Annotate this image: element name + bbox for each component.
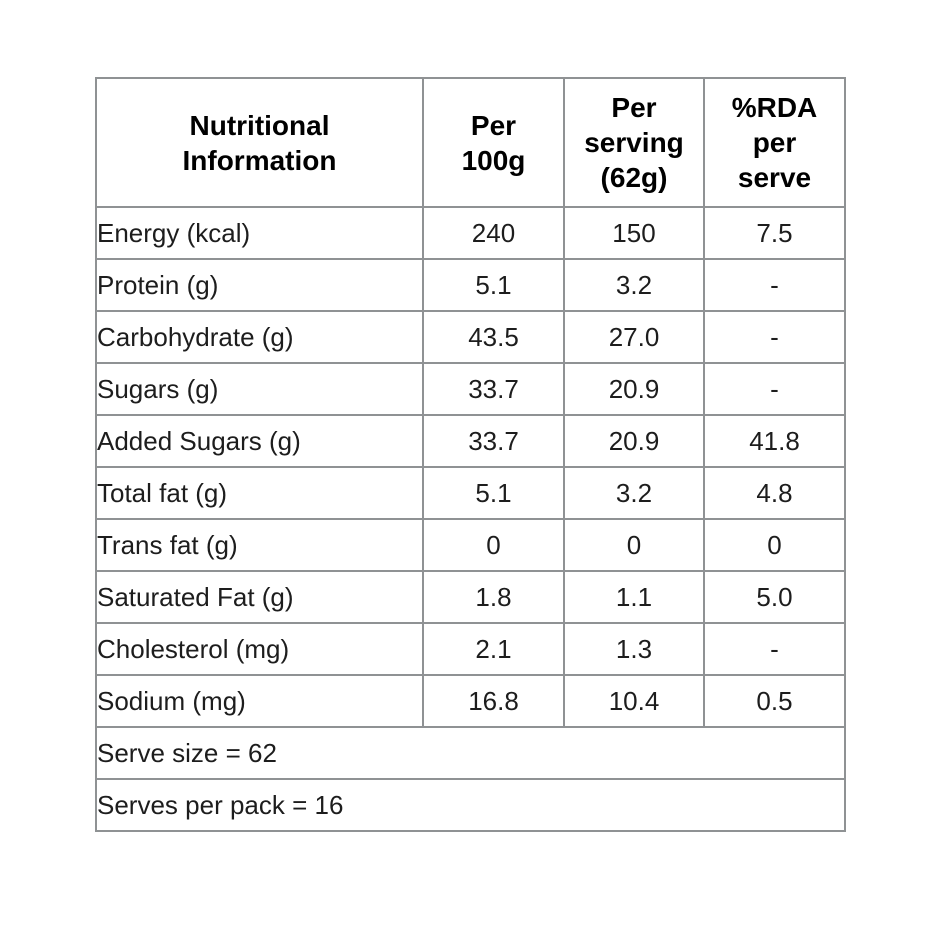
table-row-energy: Energy (kcal) 240 150 7.5 (95, 206, 846, 260)
table-row-saturated-fat: Saturated Fat (g) 1.8 1.1 5.0 (95, 570, 846, 624)
row-label: Sodium (mg) (95, 674, 424, 728)
row-label: Trans fat (g) (95, 518, 424, 572)
value-per-100g: 5.1 (422, 466, 565, 520)
value-rda-per-serve: 5.0 (703, 570, 846, 624)
row-label: Cholesterol (mg) (95, 622, 424, 676)
value-per-serving: 20.9 (563, 414, 705, 468)
header-per-serving: Per serving (62g) (563, 77, 705, 208)
value-rda-per-serve: 0.5 (703, 674, 846, 728)
value-per-serving: 1.1 (563, 570, 705, 624)
value-per-100g: 33.7 (422, 414, 565, 468)
value-rda-per-serve: 41.8 (703, 414, 846, 468)
value-per-100g: 5.1 (422, 258, 565, 312)
header-row: Nutritional Information Per 100g Per ser… (95, 77, 846, 208)
row-label: Energy (kcal) (95, 206, 424, 260)
value-per-serving: 27.0 (563, 310, 705, 364)
header-rda-per-serve: %RDA per serve (703, 77, 846, 208)
table-row-total-fat: Total fat (g) 5.1 3.2 4.8 (95, 466, 846, 520)
value-rda-per-serve: 0 (703, 518, 846, 572)
serves-per-pack-text: Serves per pack = 16 (95, 778, 846, 832)
value-per-100g: 43.5 (422, 310, 565, 364)
row-label: Protein (g) (95, 258, 424, 312)
table-row-trans-fat: Trans fat (g) 0 0 0 (95, 518, 846, 572)
table-row-sugars: Sugars (g) 33.7 20.9 - (95, 362, 846, 416)
footer-row-serves-per-pack: Serves per pack = 16 (95, 778, 846, 832)
value-per-100g: 2.1 (422, 622, 565, 676)
table-row-cholesterol: Cholesterol (mg) 2.1 1.3 - (95, 622, 846, 676)
row-label: Sugars (g) (95, 362, 424, 416)
table-row-sodium: Sodium (mg) 16.8 10.4 0.5 (95, 674, 846, 728)
row-label: Added Sugars (g) (95, 414, 424, 468)
row-label: Carbohydrate (g) (95, 310, 424, 364)
value-per-serving: 150 (563, 206, 705, 260)
value-rda-per-serve: - (703, 258, 846, 312)
nutrition-table-container: Nutritional Information Per 100g Per ser… (95, 77, 846, 832)
table-row-added-sugars: Added Sugars (g) 33.7 20.9 41.8 (95, 414, 846, 468)
serve-size-text: Serve size = 62 (95, 726, 846, 780)
header-per-100g: Per 100g (422, 77, 565, 208)
value-per-100g: 16.8 (422, 674, 565, 728)
value-rda-per-serve: 4.8 (703, 466, 846, 520)
table-row-carbohydrate: Carbohydrate (g) 43.5 27.0 - (95, 310, 846, 364)
value-per-serving: 3.2 (563, 258, 705, 312)
value-rda-per-serve: - (703, 622, 846, 676)
value-per-serving: 1.3 (563, 622, 705, 676)
value-per-100g: 240 (422, 206, 565, 260)
value-per-100g: 1.8 (422, 570, 565, 624)
table-row-protein: Protein (g) 5.1 3.2 - (95, 258, 846, 312)
value-per-100g: 0 (422, 518, 565, 572)
row-label: Saturated Fat (g) (95, 570, 424, 624)
value-per-serving: 3.2 (563, 466, 705, 520)
row-label: Total fat (g) (95, 466, 424, 520)
value-rda-per-serve: 7.5 (703, 206, 846, 260)
value-per-serving: 10.4 (563, 674, 705, 728)
nutrition-table: Nutritional Information Per 100g Per ser… (95, 77, 846, 832)
header-nutritional-information: Nutritional Information (95, 77, 424, 208)
value-per-serving: 0 (563, 518, 705, 572)
value-per-serving: 20.9 (563, 362, 705, 416)
value-rda-per-serve: - (703, 310, 846, 364)
value-per-100g: 33.7 (422, 362, 565, 416)
footer-row-serve-size: Serve size = 62 (95, 726, 846, 780)
value-rda-per-serve: - (703, 362, 846, 416)
